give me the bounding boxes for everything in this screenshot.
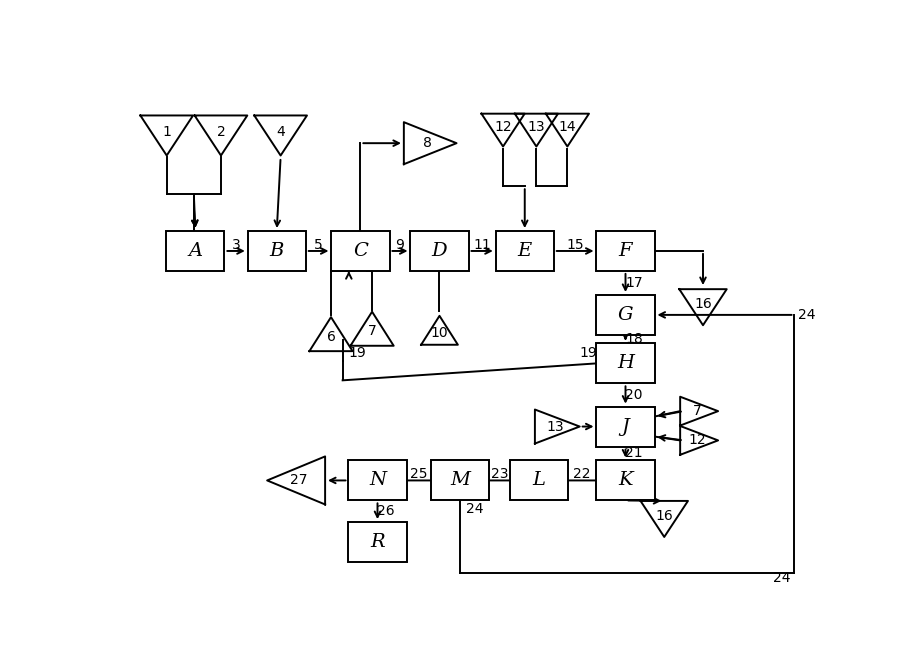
FancyBboxPatch shape [596, 295, 654, 335]
FancyBboxPatch shape [248, 231, 305, 271]
Text: 17: 17 [624, 276, 642, 290]
Text: 23: 23 [490, 468, 507, 482]
Text: 7: 7 [367, 324, 376, 338]
FancyBboxPatch shape [596, 231, 654, 271]
Text: 10: 10 [430, 325, 448, 340]
Text: 7: 7 [692, 404, 701, 418]
Text: 3: 3 [231, 238, 241, 252]
Text: 21: 21 [624, 446, 642, 460]
FancyBboxPatch shape [348, 460, 406, 500]
Text: L: L [532, 472, 545, 490]
Text: 22: 22 [573, 468, 590, 482]
Text: A: A [188, 242, 202, 260]
Text: 26: 26 [377, 504, 394, 518]
FancyBboxPatch shape [509, 460, 568, 500]
Text: 12: 12 [494, 121, 511, 135]
Text: 13: 13 [527, 121, 545, 135]
Text: M: M [450, 472, 470, 490]
FancyBboxPatch shape [596, 460, 654, 500]
Text: G: G [617, 306, 632, 324]
FancyBboxPatch shape [348, 522, 406, 562]
Text: 11: 11 [473, 238, 490, 252]
FancyBboxPatch shape [410, 231, 468, 271]
Text: 25: 25 [410, 468, 427, 482]
Text: 2: 2 [216, 125, 225, 139]
Text: 24: 24 [466, 502, 483, 516]
Text: 15: 15 [566, 238, 583, 252]
Text: D: D [431, 242, 446, 260]
Text: 12: 12 [688, 434, 705, 448]
Text: 5: 5 [314, 238, 322, 252]
Text: J: J [621, 418, 629, 436]
FancyBboxPatch shape [331, 231, 389, 271]
Text: 14: 14 [558, 121, 576, 135]
Text: 27: 27 [290, 474, 307, 488]
Text: 16: 16 [655, 509, 672, 523]
FancyBboxPatch shape [431, 460, 489, 500]
Text: 24: 24 [773, 571, 790, 585]
Text: 13: 13 [546, 420, 563, 434]
Text: F: F [618, 242, 631, 260]
FancyBboxPatch shape [596, 344, 654, 384]
Text: E: E [517, 242, 531, 260]
Text: 24: 24 [797, 307, 814, 321]
Text: N: N [369, 472, 385, 490]
FancyBboxPatch shape [596, 406, 654, 447]
Text: 9: 9 [395, 238, 404, 252]
Text: 4: 4 [276, 125, 285, 139]
Text: 8: 8 [423, 136, 432, 150]
Text: 18: 18 [624, 332, 642, 346]
Text: C: C [353, 242, 367, 260]
FancyBboxPatch shape [496, 231, 553, 271]
Text: R: R [370, 533, 384, 551]
FancyBboxPatch shape [166, 231, 224, 271]
Text: 19: 19 [348, 346, 365, 360]
Text: 19: 19 [578, 346, 596, 360]
Text: 20: 20 [625, 388, 642, 402]
Text: H: H [617, 354, 633, 372]
Text: 6: 6 [326, 330, 335, 344]
Text: 16: 16 [693, 297, 711, 311]
Text: B: B [270, 242, 283, 260]
Text: 1: 1 [162, 125, 171, 139]
Text: K: K [618, 472, 632, 490]
